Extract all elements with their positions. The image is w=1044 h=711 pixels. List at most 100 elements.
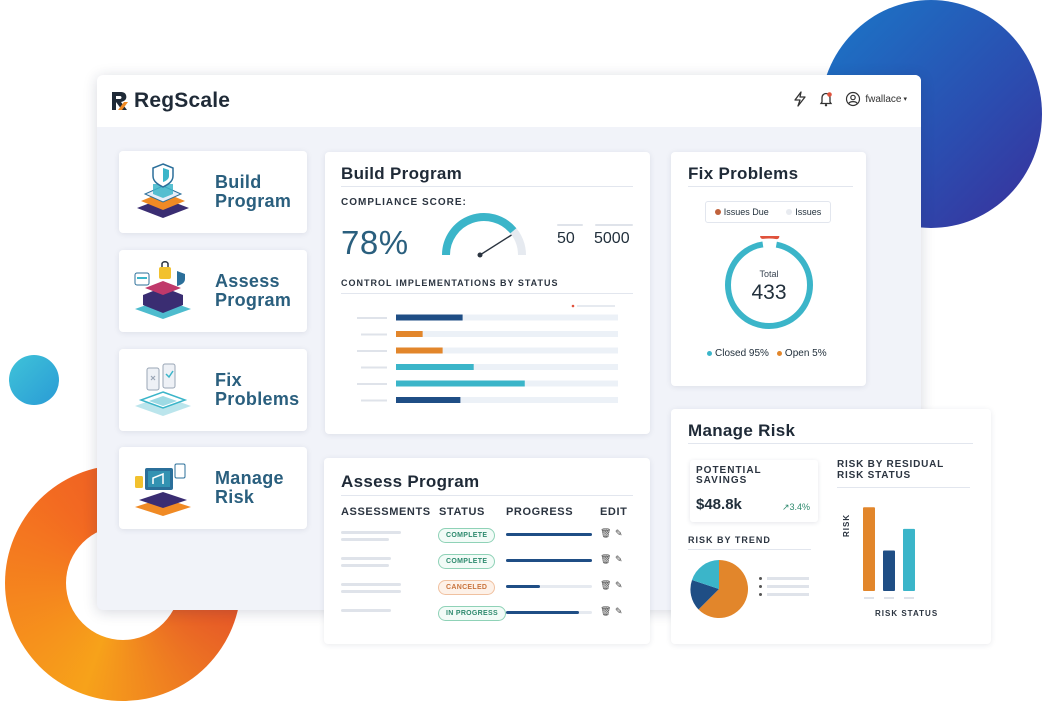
gauge-needle-hub bbox=[477, 252, 483, 258]
edit-pencil-icon[interactable]: ✎ bbox=[615, 528, 623, 538]
progress-fill bbox=[506, 533, 592, 536]
manage-risk-illustration-icon bbox=[135, 463, 191, 516]
decor-teal-dot bbox=[9, 355, 59, 405]
progress-fill bbox=[506, 611, 580, 614]
assess-program-illustration-icon bbox=[134, 261, 191, 319]
total-label: Total bbox=[759, 269, 779, 279]
status-badge: IN PROGRESS bbox=[438, 606, 506, 621]
stat-value-2: 5000 bbox=[594, 230, 630, 247]
progress-fill bbox=[506, 585, 541, 588]
x-tick-placeholder bbox=[884, 597, 894, 599]
risk-status-bar bbox=[883, 550, 895, 591]
legend-dot bbox=[571, 304, 575, 308]
nav-card-manage-risk[interactable]: Manage Risk bbox=[119, 447, 307, 529]
progress-track bbox=[506, 559, 592, 562]
brand-logo[interactable]: RegScale bbox=[110, 89, 230, 113]
trash-icon[interactable]: 🗑 bbox=[600, 580, 612, 590]
row-label-placeholder bbox=[361, 333, 387, 336]
assessment-name-placeholder bbox=[341, 583, 401, 586]
risk-status-bar bbox=[863, 507, 875, 591]
potential-savings-label: POTENTIAL SAVINGS bbox=[696, 465, 762, 486]
control-implementations-caption: CONTROL IMPLEMENTATIONS BY STATUS bbox=[341, 278, 559, 288]
progress-fill bbox=[506, 559, 592, 562]
bar-track bbox=[396, 314, 618, 321]
trash-icon[interactable]: 🗑 bbox=[600, 606, 612, 616]
bell-icon[interactable] bbox=[819, 91, 833, 107]
trash-icon[interactable]: 🗑 bbox=[600, 554, 612, 564]
risk-status-bar-chart bbox=[863, 507, 915, 599]
issues-donut-chart bbox=[725, 236, 813, 329]
y-axis-label: RISK bbox=[842, 513, 851, 537]
legend-issues-due[interactable]: Issues Due bbox=[714, 207, 769, 217]
col-edit: EDIT bbox=[600, 506, 628, 518]
progress-track bbox=[506, 533, 592, 536]
status-badge: COMPLETE bbox=[438, 554, 496, 569]
issues-legend: Issues Due Issues bbox=[705, 201, 831, 223]
assessment-sub-placeholder bbox=[341, 590, 401, 593]
lightning-icon[interactable] bbox=[793, 91, 807, 107]
status-bar bbox=[396, 380, 525, 387]
manage-risk-card: Manage Risk POTENTIAL SAVINGS $48.8k ↗3.… bbox=[671, 409, 991, 644]
fix-problems-card: Fix Problems Issues Due Issues Total 433… bbox=[671, 152, 866, 386]
legend-open: Open 5% bbox=[776, 348, 827, 359]
row-label-placeholder bbox=[357, 350, 387, 352]
nav-card-assess-program[interactable]: Assess Program bbox=[119, 250, 307, 332]
savings-change: ↗3.4% bbox=[782, 502, 811, 512]
bar-track bbox=[396, 397, 618, 403]
progress-track bbox=[506, 611, 592, 614]
assess-program-card: Assess Program ASSESSMENTS STATUS PROGRE… bbox=[324, 458, 650, 644]
col-progress: PROGRESS bbox=[506, 506, 574, 518]
risk-by-residual-label: RISK BY RESIDUAL RISK STATUS bbox=[837, 459, 944, 481]
legend-issues[interactable]: Issues bbox=[786, 207, 821, 217]
top-actions: fwallace ▾ bbox=[793, 91, 907, 107]
build-program-card: Build Program COMPLIANCE SCORE: 78% 50 5… bbox=[325, 152, 650, 434]
top-bar: RegScale fwallace ▾ bbox=[97, 75, 921, 127]
row-label-placeholder bbox=[361, 399, 387, 402]
donut-gap bbox=[762, 240, 778, 249]
user-circle-icon bbox=[846, 91, 861, 107]
donut-open-arc bbox=[760, 236, 780, 240]
chevron-down-icon: ▾ bbox=[903, 96, 907, 103]
row-label-placeholder bbox=[357, 317, 387, 319]
regscale-logo-icon bbox=[112, 92, 128, 110]
assessment-name-placeholder bbox=[341, 609, 391, 612]
trash-icon[interactable]: 🗑 bbox=[600, 528, 612, 538]
progress-track bbox=[506, 585, 592, 588]
col-status: STATUS bbox=[439, 506, 485, 518]
status-bar bbox=[396, 314, 463, 321]
legend-closed: Closed 95% bbox=[707, 348, 769, 359]
bar-track bbox=[396, 364, 618, 370]
bar-track bbox=[396, 347, 618, 354]
pie-legend bbox=[759, 577, 809, 596]
nav-label-manage-risk: Manage Risk bbox=[215, 468, 284, 507]
risk-trend-pie-chart bbox=[690, 560, 749, 618]
username: fwallace bbox=[865, 93, 902, 105]
compliance-gauge bbox=[442, 213, 526, 258]
nav-card-build-program[interactable]: Build Program bbox=[119, 151, 307, 233]
nav-label-fix-problems: Fix Problems bbox=[215, 370, 300, 409]
total-value: 433 bbox=[751, 281, 787, 304]
trend-up-icon: ↗ bbox=[782, 502, 790, 512]
stat-value-1: 50 bbox=[557, 230, 575, 247]
status-bar bbox=[396, 397, 461, 403]
edit-pencil-icon[interactable]: ✎ bbox=[615, 554, 623, 564]
manage-risk-title: Manage Risk bbox=[688, 421, 796, 440]
divider bbox=[341, 186, 633, 187]
savings-value: $48.8k bbox=[696, 496, 742, 513]
assessment-sub-placeholder bbox=[341, 538, 389, 541]
edit-pencil-icon[interactable]: ✎ bbox=[615, 580, 623, 590]
bar-track bbox=[396, 331, 618, 337]
status-bar bbox=[396, 331, 423, 337]
potential-savings-tile: POTENTIAL SAVINGS $48.8k ↗3.4% bbox=[690, 460, 818, 522]
assessment-name-placeholder bbox=[341, 531, 401, 534]
status-badge: CANCELED bbox=[438, 580, 496, 595]
edit-pencil-icon[interactable]: ✎ bbox=[615, 606, 623, 616]
closed-open-legend: Closed 95% Open 5% bbox=[707, 348, 827, 359]
compliance-score-label: COMPLIANCE SCORE: bbox=[341, 197, 467, 208]
fix-problems-illustration-icon bbox=[135, 363, 191, 416]
assessment-name-placeholder bbox=[341, 557, 391, 560]
user-menu[interactable]: fwallace ▾ bbox=[845, 91, 907, 107]
row-label-placeholder bbox=[361, 366, 387, 369]
x-tick-placeholder bbox=[864, 597, 874, 599]
nav-card-fix-problems[interactable]: Fix Problems bbox=[119, 349, 307, 431]
